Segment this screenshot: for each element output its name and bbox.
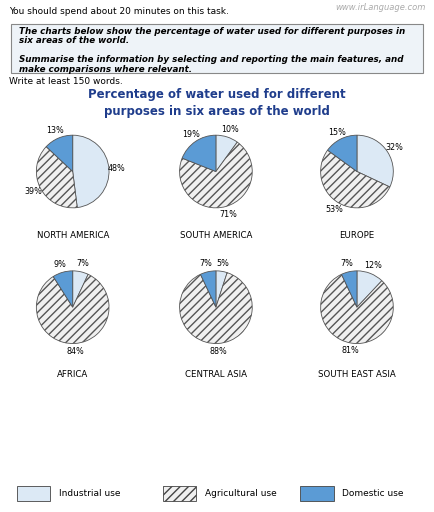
Wedge shape (180, 273, 252, 344)
Text: 81%: 81% (341, 347, 359, 355)
Text: 12%: 12% (365, 262, 382, 270)
Text: Domestic use: Domestic use (342, 489, 404, 498)
Text: 7%: 7% (341, 260, 354, 268)
Wedge shape (357, 271, 382, 307)
Text: EUROPE: EUROPE (339, 231, 375, 241)
Text: 7%: 7% (76, 260, 89, 268)
Wedge shape (72, 271, 88, 307)
Text: Industrial use: Industrial use (59, 489, 120, 498)
Wedge shape (321, 150, 390, 208)
Text: 39%: 39% (24, 187, 42, 196)
Text: SOUTH AMERICA: SOUTH AMERICA (180, 231, 252, 241)
Text: www.irLanguage.com: www.irLanguage.com (335, 3, 425, 12)
Bar (300, 486, 334, 501)
Text: SOUTH EAST ASIA: SOUTH EAST ASIA (318, 370, 396, 379)
Text: 19%: 19% (182, 131, 200, 139)
Wedge shape (180, 142, 252, 208)
Text: 13%: 13% (46, 126, 64, 135)
Text: Write at least 150 words.: Write at least 150 words. (9, 77, 122, 86)
Text: 5%: 5% (217, 259, 229, 268)
Text: 10%: 10% (221, 125, 239, 134)
Text: 53%: 53% (326, 205, 343, 214)
Wedge shape (182, 135, 216, 172)
Text: CENTRAL ASIA: CENTRAL ASIA (185, 370, 247, 379)
Text: make comparisons where relevant.: make comparisons where relevant. (19, 65, 192, 74)
Text: 15%: 15% (328, 127, 346, 137)
Text: Summarise the information by selecting and reporting the main features, and: Summarise the information by selecting a… (19, 55, 404, 64)
Wedge shape (342, 271, 357, 307)
Text: 71%: 71% (219, 209, 237, 219)
Wedge shape (36, 146, 77, 208)
Text: NORTH AMERICA: NORTH AMERICA (36, 231, 109, 241)
Wedge shape (216, 271, 227, 307)
Text: Percentage of water used for different
purposes in six areas of the world: Percentage of water used for different p… (88, 89, 346, 118)
Text: 84%: 84% (66, 347, 84, 356)
Text: 48%: 48% (108, 164, 126, 173)
Text: AFRICA: AFRICA (57, 370, 89, 379)
Text: 7%: 7% (200, 260, 213, 268)
Text: You should spend about 20 minutes on this task.: You should spend about 20 minutes on thi… (9, 7, 229, 16)
Bar (17, 486, 50, 501)
Text: Agricultural use: Agricultural use (204, 489, 276, 498)
FancyBboxPatch shape (11, 24, 423, 73)
Wedge shape (72, 135, 109, 207)
Text: six areas of the world.: six areas of the world. (19, 36, 129, 45)
Wedge shape (321, 274, 393, 344)
Wedge shape (216, 135, 237, 172)
Text: The charts below show the percentage of water used for different purposes in: The charts below show the percentage of … (19, 27, 405, 36)
Wedge shape (53, 271, 73, 307)
Wedge shape (46, 135, 73, 172)
Wedge shape (357, 135, 393, 187)
Text: 9%: 9% (54, 260, 67, 269)
Text: 88%: 88% (210, 347, 227, 356)
Wedge shape (201, 271, 216, 307)
Wedge shape (328, 135, 357, 172)
Text: 32%: 32% (385, 143, 403, 152)
Bar (163, 486, 196, 501)
Wedge shape (36, 274, 109, 344)
